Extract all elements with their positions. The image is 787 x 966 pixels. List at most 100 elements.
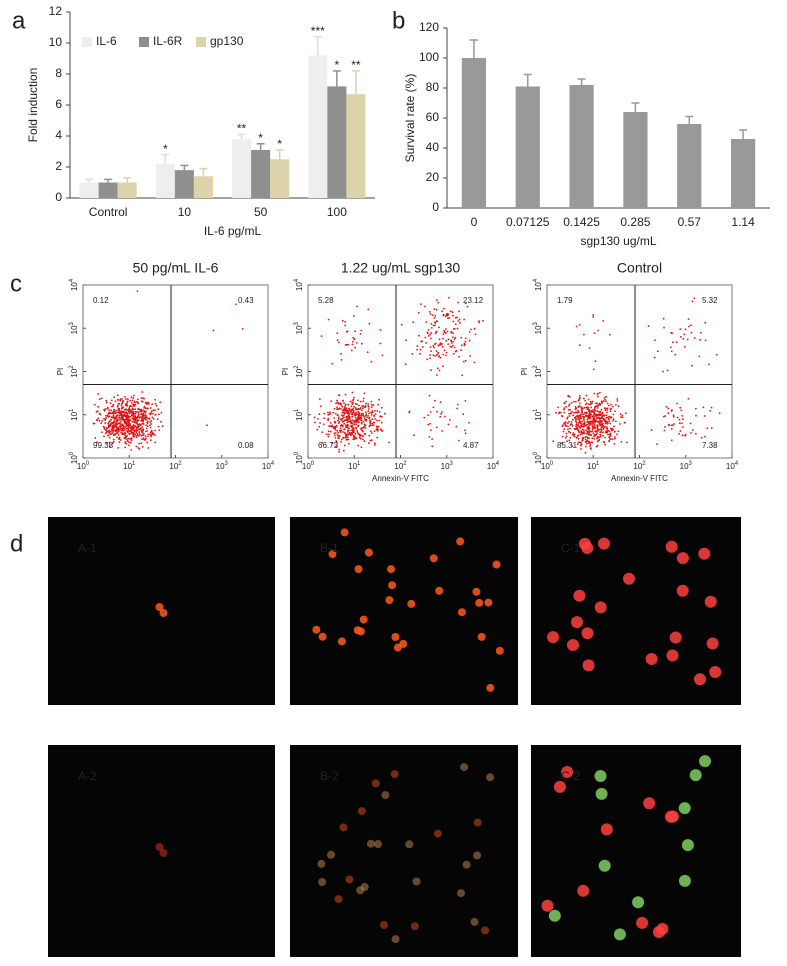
- event-dot: [596, 430, 598, 432]
- event-dot: [360, 342, 363, 345]
- event-dot: [350, 434, 352, 437]
- cell: [473, 851, 482, 860]
- y-axis-label: PI: [56, 368, 65, 376]
- event-dot: [121, 406, 124, 409]
- panel-label: d: [10, 530, 23, 557]
- event-dot: [572, 432, 575, 434]
- event-dot: [580, 431, 583, 433]
- event-cloud: [320, 305, 384, 365]
- event-dot: [115, 422, 117, 425]
- event-dot: [693, 337, 696, 339]
- event-dot: [110, 409, 113, 411]
- event-dot: [133, 430, 136, 433]
- quadrant-value: 0.43: [238, 296, 254, 305]
- event-dot: [118, 441, 121, 443]
- event-dot: [405, 339, 407, 342]
- event-dot: [429, 346, 432, 348]
- event-dot: [419, 348, 422, 351]
- tick-label: 103: [216, 461, 229, 472]
- event-dot: [667, 407, 670, 410]
- event-dot: [372, 424, 375, 426]
- event-dot: [593, 413, 595, 416]
- event-dot: [462, 413, 465, 416]
- event-dot: [353, 405, 355, 408]
- event-dot: [362, 421, 365, 423]
- event-dot: [155, 404, 158, 407]
- cell: [578, 537, 591, 550]
- event-dot: [445, 351, 448, 354]
- quadrant-value: 5.32: [702, 296, 718, 305]
- x-tick-label: 10: [178, 205, 192, 219]
- event-dot: [335, 402, 337, 405]
- event-dot: [108, 425, 111, 428]
- event-dot: [356, 431, 359, 434]
- event-dot: [114, 400, 117, 403]
- event-dot: [457, 320, 460, 322]
- y-tick-label: 0: [432, 200, 439, 214]
- event-dot: [376, 428, 378, 430]
- event-dot: [586, 406, 589, 409]
- event-dot: [581, 432, 583, 435]
- plot-frame: [307, 284, 494, 459]
- event-dot: [124, 426, 127, 428]
- event-dot: [591, 400, 594, 403]
- cell: [573, 589, 586, 602]
- event-dot: [580, 424, 583, 427]
- event-dot: [112, 422, 115, 425]
- event-dot: [142, 434, 145, 436]
- event-dot: [341, 417, 344, 420]
- event-dot: [108, 437, 111, 439]
- event-dot: [353, 413, 356, 415]
- event-dot: [610, 416, 612, 419]
- event-dot: [441, 345, 444, 348]
- event-dot: [608, 433, 611, 436]
- event-dot: [360, 419, 363, 422]
- event-dot: [135, 422, 138, 425]
- event-dot: [563, 407, 566, 409]
- event-dot: [141, 414, 144, 417]
- event-dot: [143, 407, 146, 409]
- event-dot: [345, 409, 347, 412]
- event-dot: [120, 424, 122, 427]
- cell: [462, 860, 471, 869]
- event-dot: [608, 436, 610, 439]
- event-dot: [340, 429, 343, 432]
- event-dot: [599, 435, 602, 438]
- y-tick-label: 4: [55, 128, 62, 142]
- event-dot: [579, 433, 582, 436]
- event-dot: [408, 411, 411, 414]
- event-dot: [689, 422, 692, 425]
- event-dot: [93, 422, 96, 425]
- event-dot: [316, 418, 319, 420]
- event-dot: [561, 415, 564, 418]
- event-dot: [120, 404, 123, 407]
- event-dot: [363, 432, 366, 435]
- event-dot: [581, 411, 583, 414]
- cell: [706, 637, 719, 650]
- event-dot: [161, 425, 164, 427]
- event-dot: [418, 334, 420, 337]
- event-dot: [582, 436, 584, 439]
- event-dot: [416, 345, 419, 348]
- cell: [613, 928, 626, 941]
- event-dot: [445, 354, 447, 357]
- event-dot: [664, 415, 666, 417]
- tick-label: 100: [533, 451, 544, 464]
- event-dot: [134, 408, 137, 410]
- event-dot: [567, 428, 569, 431]
- event-dot: [347, 343, 350, 346]
- event-dot: [364, 424, 367, 427]
- event-dot: [592, 411, 595, 413]
- event-dot: [127, 444, 130, 447]
- event-dot: [617, 430, 620, 433]
- event-dot: [341, 405, 344, 408]
- event-dot: [586, 431, 589, 434]
- event-dot: [117, 447, 120, 449]
- event-dot: [587, 398, 590, 401]
- event-dot: [106, 427, 108, 430]
- event-dot: [442, 333, 445, 336]
- event-dot: [116, 394, 119, 397]
- event-dot: [362, 397, 365, 400]
- event-dot: [569, 431, 572, 434]
- cell: [357, 807, 366, 816]
